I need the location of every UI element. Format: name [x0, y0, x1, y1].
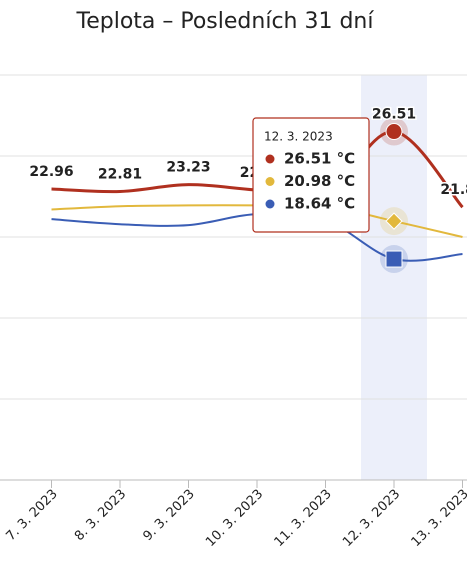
- tooltip-title: 12. 3. 2023: [264, 130, 333, 144]
- tooltip-swatch: [265, 154, 275, 164]
- tooltip-value: 26.51 °C: [284, 150, 355, 168]
- x-tick-label: 12. 3. 2023: [340, 487, 403, 550]
- hover-marker: [385, 250, 403, 268]
- x-tick-label: 11. 3. 2023: [272, 487, 335, 550]
- x-tick-label: 7. 3. 2023: [3, 487, 60, 544]
- hover-marker: [385, 123, 403, 141]
- tooltip-value: 18.64 °C: [284, 195, 355, 213]
- x-tick-label: 9. 3. 2023: [140, 487, 197, 544]
- x-tick-label: 13. 3. 2023: [409, 487, 467, 550]
- tooltip-box: [252, 117, 370, 233]
- tooltip-swatch: [265, 199, 275, 209]
- data-label: 22.96: [29, 164, 73, 180]
- tooltip: 12. 3. 2023 26.51 °C 20.98 °C 18.64 °C: [252, 117, 370, 233]
- data-label: 22.81: [98, 166, 142, 182]
- chart-title: Teplota – Posledních 31 dní: [76, 9, 375, 34]
- x-tick-label: 8. 3. 2023: [72, 487, 129, 544]
- x-tick-label: 10. 3. 2023: [203, 487, 266, 550]
- data-label: 21.84: [440, 182, 467, 198]
- tooltip-value: 20.98 °C: [284, 172, 355, 190]
- tooltip-swatch: [265, 177, 275, 186]
- data-label: 23.23: [166, 160, 210, 176]
- data-label: 26.51: [372, 107, 416, 123]
- hover-marker: [385, 212, 403, 230]
